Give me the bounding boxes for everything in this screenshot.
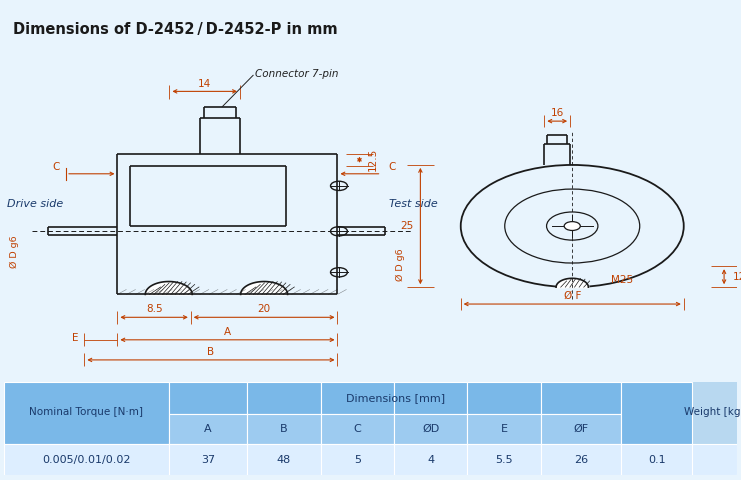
- Bar: [468, 414, 541, 444]
- Text: 12: 12: [733, 272, 741, 282]
- Text: ØF: ØF: [574, 424, 588, 434]
- Text: 26: 26: [574, 455, 588, 465]
- Text: E: E: [72, 333, 79, 343]
- Text: 0.1: 0.1: [648, 455, 665, 465]
- Text: Ø F: Ø F: [564, 291, 581, 301]
- Bar: [321, 382, 394, 414]
- Bar: [4, 382, 169, 444]
- Text: 0.005/0.01/0.02: 0.005/0.01/0.02: [42, 455, 130, 465]
- Text: Dimensions [mm]: Dimensions [mm]: [345, 393, 445, 403]
- Bar: [4, 444, 169, 475]
- Bar: [169, 414, 247, 444]
- Text: Drive side: Drive side: [7, 199, 64, 209]
- Text: Weight [kg]: Weight [kg]: [684, 408, 741, 417]
- Text: B: B: [207, 347, 214, 357]
- Bar: [394, 382, 468, 414]
- Text: 14: 14: [198, 79, 211, 89]
- Bar: [394, 444, 468, 475]
- Bar: [169, 382, 247, 414]
- Text: Connector 7-pin: Connector 7-pin: [255, 70, 338, 80]
- Text: Nominal Torque [N·m]: Nominal Torque [N·m]: [29, 408, 143, 417]
- Bar: [321, 444, 394, 475]
- Text: 20: 20: [258, 304, 270, 314]
- Text: B: B: [280, 424, 288, 434]
- Text: Ø D g6: Ø D g6: [10, 236, 19, 268]
- Text: E: E: [500, 424, 508, 434]
- Bar: [541, 382, 622, 414]
- Text: 5: 5: [353, 455, 361, 465]
- Bar: [321, 414, 394, 444]
- Text: Dimensions of D-2452 / D-2452-P in mm: Dimensions of D-2452 / D-2452-P in mm: [13, 23, 337, 37]
- Text: 4: 4: [427, 455, 434, 465]
- Text: 12.5: 12.5: [368, 148, 379, 171]
- Bar: [692, 444, 737, 475]
- Text: A: A: [205, 424, 212, 434]
- Text: 25: 25: [400, 221, 413, 231]
- Bar: [247, 382, 321, 414]
- Text: 8.5: 8.5: [146, 304, 162, 314]
- Text: ØD: ØD: [422, 424, 439, 434]
- Text: 16: 16: [551, 108, 564, 118]
- Bar: [468, 382, 541, 414]
- Bar: [169, 444, 247, 475]
- Text: C: C: [389, 162, 396, 172]
- Text: C: C: [353, 424, 361, 434]
- Bar: [247, 414, 321, 444]
- Bar: [622, 382, 692, 444]
- Bar: [622, 444, 692, 475]
- Text: Test side: Test side: [389, 199, 438, 209]
- Text: A: A: [224, 327, 231, 337]
- Bar: [468, 444, 541, 475]
- Text: 5.5: 5.5: [495, 455, 513, 465]
- Text: C: C: [53, 162, 60, 172]
- Text: Ø D g6: Ø D g6: [396, 248, 405, 280]
- Bar: [247, 444, 321, 475]
- Bar: [394, 414, 468, 444]
- Text: 48: 48: [277, 455, 291, 465]
- Text: 37: 37: [201, 455, 215, 465]
- Bar: [541, 444, 622, 475]
- Text: M25: M25: [611, 275, 634, 285]
- Bar: [541, 414, 622, 444]
- Circle shape: [564, 222, 580, 230]
